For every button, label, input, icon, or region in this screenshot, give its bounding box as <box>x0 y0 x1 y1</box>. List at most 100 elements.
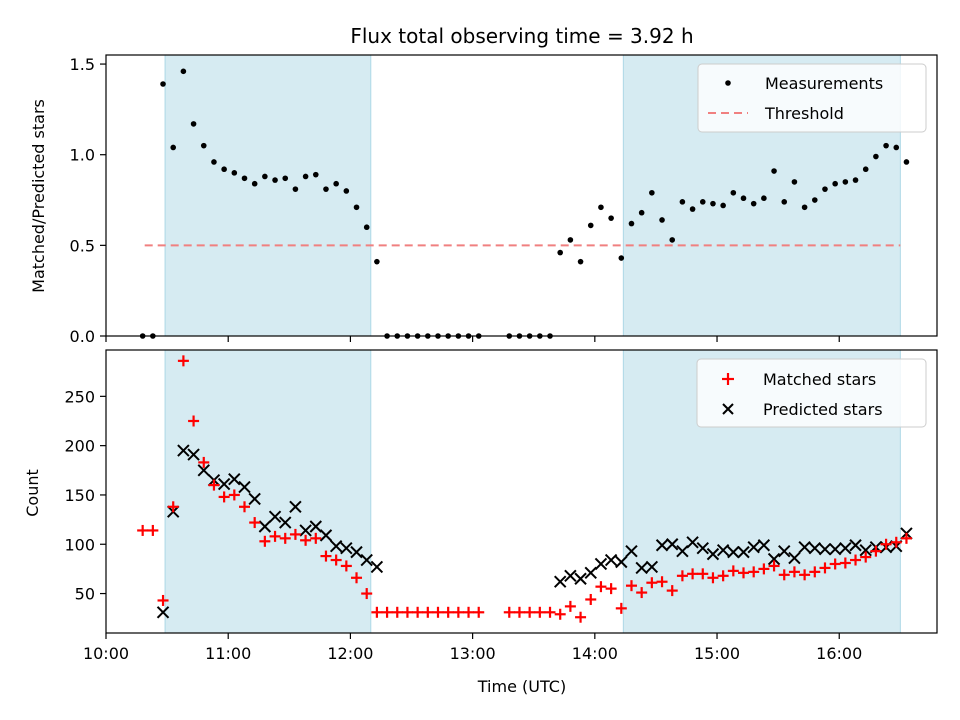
top-panel: 0.0 0.5 1.0 1.5 Matched/Predicted stars Mea… <box>29 54 938 346</box>
predicted-star-point <box>757 539 771 552</box>
measurement-point <box>832 180 838 187</box>
matched-star-point <box>900 532 912 544</box>
matched-star-point <box>381 606 393 618</box>
predicted-star-point <box>645 560 659 574</box>
matched-star-point <box>167 501 179 513</box>
predicted-star-point <box>289 500 302 513</box>
predicted-star-point <box>228 472 241 486</box>
matched-star-point <box>575 611 587 623</box>
measurement-point <box>618 255 625 261</box>
measurement-point <box>873 153 879 160</box>
measurement-point <box>669 237 676 243</box>
measurement-point <box>302 173 309 180</box>
matched-star-point <box>860 551 872 563</box>
predicted-star-point <box>604 553 618 567</box>
matched-star-point <box>646 577 658 589</box>
matched-star-point <box>697 568 709 580</box>
measurement-point <box>333 180 339 187</box>
legend-measurements-label: Measurements <box>765 74 883 93</box>
predicted-star-point <box>594 557 608 571</box>
legend-matched-marker <box>722 373 734 385</box>
matched-star-point <box>391 606 403 618</box>
bottom-legend-box <box>696 358 927 428</box>
measurement-point <box>180 68 187 75</box>
matched-star-point <box>147 524 159 536</box>
matched-star-point <box>412 606 424 618</box>
predicted-star-point <box>676 544 689 558</box>
bottom-x-ticks: 10:00 11:00 12:00 13:00 14:00 15:00 16:00 <box>83 633 862 663</box>
matched-star-point <box>727 565 739 577</box>
matched-star-point <box>534 606 546 618</box>
matched-star-point <box>401 606 413 618</box>
measurement-point <box>577 258 584 265</box>
matched-star-point <box>463 606 475 618</box>
matched-star-point <box>269 530 281 542</box>
shaded-interval-1 <box>164 54 372 337</box>
measurement-point <box>190 121 197 127</box>
predicted-star-point <box>574 572 587 585</box>
matched-star-point <box>748 566 760 578</box>
predicted-star-point <box>268 510 282 523</box>
x-tick-label: 15:00 <box>694 644 740 663</box>
measurement-point <box>791 179 798 185</box>
predicted-star-point <box>849 539 862 552</box>
predicted-star-point <box>716 543 730 557</box>
measurement-point <box>374 258 380 265</box>
predicted-star-point <box>350 545 363 559</box>
measurement-point <box>282 175 289 182</box>
x-tick-label: 11:00 <box>205 644 251 663</box>
predicted-star-point <box>727 545 740 559</box>
measurement-point <box>200 142 207 149</box>
measurement-point <box>893 144 900 151</box>
matched-star-point <box>625 580 637 592</box>
matched-star-point <box>819 562 831 574</box>
y-tick-label: 250 <box>64 387 95 406</box>
y-tick-label: 200 <box>64 437 95 456</box>
matched-star-point <box>890 536 902 548</box>
y-tick-label: 1.0 <box>70 146 95 165</box>
predicted-star-point <box>564 569 577 583</box>
matched-star-point <box>829 558 841 570</box>
predicted-star-point <box>217 477 231 491</box>
matched-star-point <box>666 585 678 597</box>
matched-star-point <box>422 606 434 618</box>
matched-star-point <box>279 532 291 544</box>
measurement-point <box>771 168 777 174</box>
top-y-axis-label: Matched/Predicted stars <box>29 99 48 293</box>
measurement-point <box>353 204 360 211</box>
matched-star-point <box>799 569 811 581</box>
matched-star-point <box>452 606 464 618</box>
predicted-star-point <box>818 542 832 556</box>
predicted-star-point <box>666 538 679 551</box>
top-measurement-points <box>139 68 910 339</box>
predicted-star-point <box>309 520 322 533</box>
matched-star-point <box>239 501 250 513</box>
matched-star-point <box>809 566 821 578</box>
measurement-point <box>323 186 329 192</box>
matched-star-point <box>177 355 189 367</box>
matched-star-point <box>738 567 750 579</box>
matched-star-point <box>778 569 790 581</box>
matched-star-point <box>188 415 200 427</box>
measurement-point <box>659 217 665 223</box>
matched-star-point <box>198 456 210 468</box>
measurement-point <box>211 159 217 165</box>
predicted-star-point <box>279 516 292 529</box>
x-tick-label: 14:00 <box>572 644 618 663</box>
top-x-ticks <box>105 336 840 342</box>
measurement-point <box>638 209 645 216</box>
y-tick-label: 100 <box>64 535 95 554</box>
predicted-star-point <box>329 540 343 553</box>
measurement-point <box>312 171 319 178</box>
matched-star-point <box>880 538 892 550</box>
measurement-point <box>699 199 706 205</box>
measurement-point <box>883 142 889 149</box>
measurement-point <box>567 237 574 243</box>
matched-star-point <box>289 528 301 540</box>
matched-star-point <box>300 534 312 546</box>
predicted-star-point <box>635 561 648 575</box>
measurement-point <box>292 186 299 192</box>
predicted-star-point <box>553 575 567 588</box>
predicted-star-point <box>177 444 190 457</box>
